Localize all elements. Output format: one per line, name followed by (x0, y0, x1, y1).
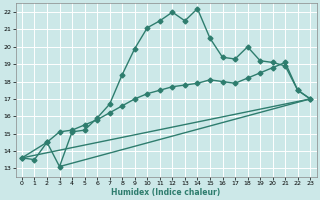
X-axis label: Humidex (Indice chaleur): Humidex (Indice chaleur) (111, 188, 221, 197)
